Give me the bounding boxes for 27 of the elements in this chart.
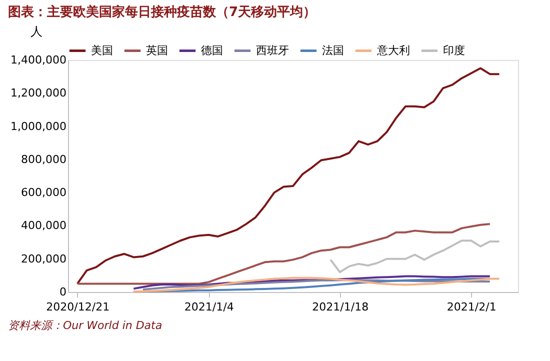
legend-label: 英国 (146, 44, 168, 57)
y-tick-label: 800,000 (21, 152, 66, 166)
y-tick-label: 400,000 (21, 219, 66, 232)
line-series (142, 279, 491, 291)
legend-label: 印度 (443, 44, 465, 57)
line-series (76, 223, 491, 285)
x-tick-label: 2021/1/18 (312, 300, 369, 314)
legend-label: 意大利 (376, 44, 410, 57)
y-tick-label: 1,400,000 (10, 54, 66, 66)
legend-label: 德国 (201, 44, 223, 57)
y-axis-title: 人 (30, 24, 42, 38)
line-series (76, 67, 500, 285)
legend-label: 美国 (91, 44, 113, 57)
y-tick-label: 600,000 (21, 186, 66, 200)
y-tick-label: 1,200,000 (10, 86, 66, 100)
text: 资料来源：Our World in Data (8, 319, 162, 332)
legend-label: 西班牙 (256, 44, 289, 57)
y-tick-label: 200,000 (21, 252, 66, 266)
line-series (330, 240, 500, 274)
chart-title: 图表：主要欧美国家每日接种疫苗数（7天移动平均） (8, 4, 316, 20)
line-series (132, 275, 491, 290)
legend-label: 法国 (322, 44, 344, 57)
y-tick-label: 1,000,000 (10, 120, 66, 133)
x-tick-label: 2021/1/4 (184, 300, 234, 314)
x-tick-label: 2020/12/21 (46, 300, 110, 314)
x-tick-label: 2021/2/1 (446, 300, 496, 314)
y-tick-label: 0 (60, 286, 66, 298)
